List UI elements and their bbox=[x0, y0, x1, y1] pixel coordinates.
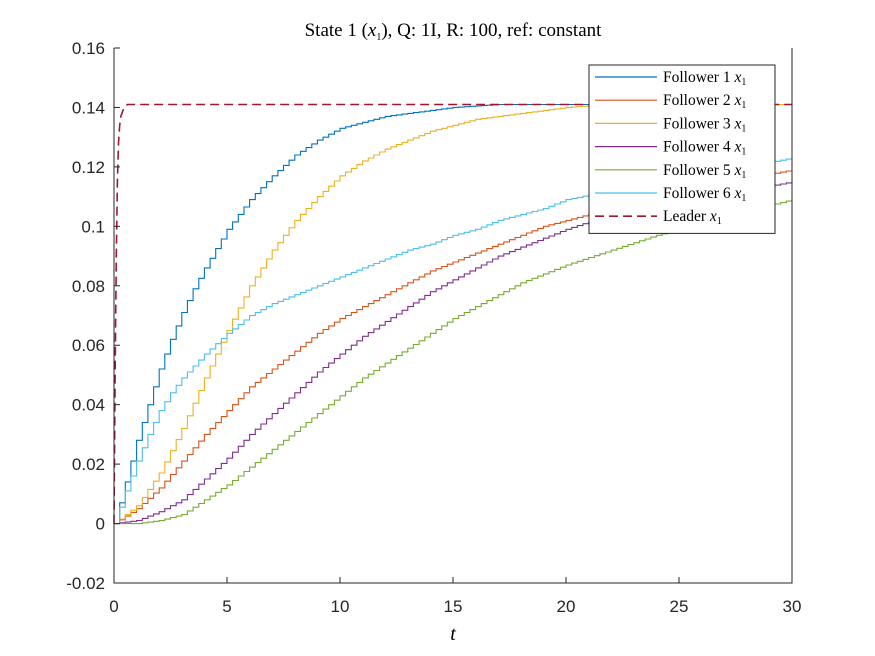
legend-entry: Follower 6 x1 bbox=[663, 185, 746, 204]
y-tick-label: -0.02 bbox=[66, 574, 105, 593]
axes: 0 5 10 15 20 25 30-0.0200.020.040.060.080.10.1… bbox=[66, 39, 801, 616]
x-axis-label: t bbox=[450, 623, 456, 645]
y-tick-label: 0.06 bbox=[72, 336, 105, 355]
legend-entry: Follower 1 x1 bbox=[663, 69, 746, 88]
legend-entry: Leader x1 bbox=[663, 208, 722, 227]
legend-entry: Follower 2 x1 bbox=[663, 92, 746, 111]
y-tick-label: 0.08 bbox=[72, 277, 105, 296]
chart-title-pre: State 1 ( bbox=[305, 20, 368, 41]
y-tick-label: 0.12 bbox=[72, 158, 105, 177]
chart-title-post: ), Q: 1I, R: 100, ref: constant bbox=[381, 20, 602, 41]
y-tick-label: 0 bbox=[96, 515, 105, 534]
chart-title-var: x bbox=[367, 20, 377, 41]
x-tick-label: 20 bbox=[557, 597, 576, 616]
x-tick-label: 5 bbox=[222, 597, 231, 616]
x-tick-label: 25 bbox=[670, 597, 689, 616]
y-tick-label: 0.14 bbox=[72, 98, 105, 117]
chart-title-sub: 1 bbox=[376, 32, 381, 43]
y-tick-label: 0.1 bbox=[81, 217, 105, 236]
x-tick-label: 30 bbox=[783, 597, 802, 616]
legend: Follower 1 x1 Follower 2 x1 Follower 3 x1 F… bbox=[588, 64, 776, 234]
series-line-leader bbox=[113, 103, 792, 524]
chart-title: State 1 (x1), Q: 1I, R: 100, ref: consta… bbox=[305, 20, 603, 43]
x-tick-label: 0 bbox=[109, 597, 118, 616]
legend-entry: Follower 5 x1 bbox=[663, 162, 746, 181]
legend-entry: Follower 4 x1 bbox=[663, 139, 746, 158]
legend-box bbox=[588, 64, 776, 234]
y-tick-label: 0.04 bbox=[72, 396, 105, 415]
y-tick-label: 0.02 bbox=[72, 455, 105, 474]
y-tick-label: 0.16 bbox=[72, 39, 105, 58]
x-tick-label: 10 bbox=[331, 597, 350, 616]
x-tick-label: 15 bbox=[444, 597, 463, 616]
legend-entry: Follower 3 x1 bbox=[663, 115, 746, 134]
